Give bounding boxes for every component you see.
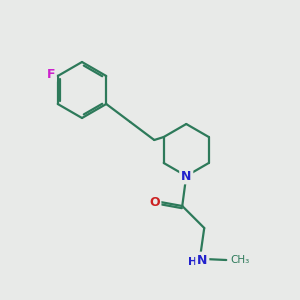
Text: N: N <box>197 254 207 266</box>
Text: H: H <box>188 257 197 267</box>
Text: N: N <box>181 169 191 182</box>
Text: CH₃: CH₃ <box>230 255 250 265</box>
Text: F: F <box>46 68 55 80</box>
Text: O: O <box>149 196 160 208</box>
